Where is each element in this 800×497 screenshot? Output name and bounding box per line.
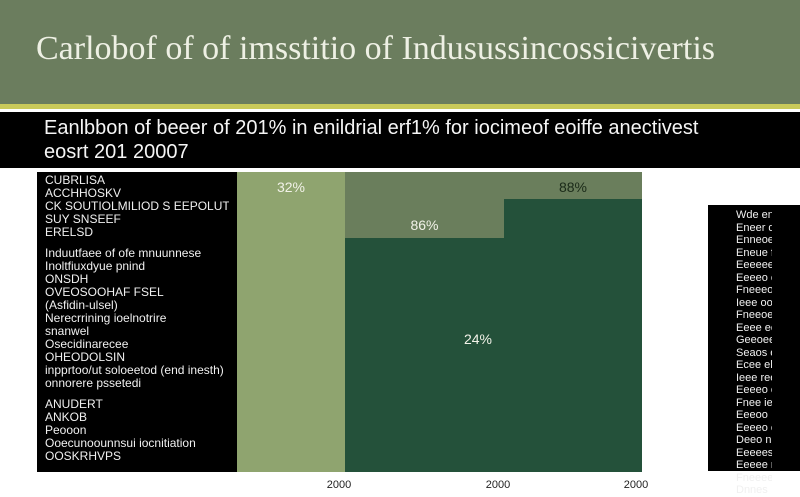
- left-panel-line: OOSKRHVPS: [45, 450, 122, 463]
- bar-value-label: 32%: [277, 179, 305, 195]
- left-panel-line: ERELSD: [45, 226, 94, 239]
- right-panel-line: Fneeoesi eeer: [736, 309, 772, 321]
- chart-subtitle: Eanlbbon of beeer of 201% in enildrial e…: [44, 116, 764, 164]
- left-panel-line: (Asfidin-ulsel): [45, 299, 118, 312]
- left-panel-line: SUY SNSEEF: [45, 213, 121, 226]
- bar-col2-front: [345, 238, 504, 472]
- right-panel-line: Eneue ffeeowe: [736, 246, 772, 259]
- bar-value-label: 86%: [410, 217, 438, 233]
- x-tick-label: 2000: [624, 479, 648, 491]
- header-banner: Carlobof of of imsstitio of Indusussinco…: [0, 0, 800, 104]
- left-panel-line: Osecidinarecee: [45, 338, 129, 351]
- accent-divider: [0, 104, 800, 109]
- left-panel-line: ACCHHOSKV: [45, 187, 122, 200]
- bar-col1: [237, 172, 345, 472]
- x-tick-label: 2000: [486, 479, 510, 491]
- right-panel-line: Ieee oo rendee: [736, 296, 772, 309]
- subtitle-line-2: eosrt 201 20007: [44, 141, 189, 163]
- right-text-panel: Wde enloEneer dhroteEnneoe edeanreEneue …: [708, 205, 800, 496]
- left-panel-line: ANUDERT: [45, 398, 103, 411]
- right-panel-line: Eeeeo eeo: [736, 421, 772, 434]
- right-panel-line: Ecee elneo: [736, 359, 772, 371]
- right-panel-line: Eneer dhrote: [736, 221, 772, 234]
- right-panel-line: Eeeoo: [736, 409, 768, 421]
- right-panel-line: Dnnes: [736, 484, 768, 496]
- left-panel-line: Inoltfiuxdyue pnind: [45, 260, 146, 273]
- right-panel-line: Fneeeeoneee: [736, 471, 772, 484]
- subtitle-line-1: Eanlbbon of beeer of 201% in enildrial e…: [44, 117, 699, 139]
- left-panel-line: Nerecrrining ioelnotrire: [45, 312, 167, 325]
- left-panel-line: inpprtoo/ut soloeetod (end inesth): [45, 364, 224, 377]
- right-panel-line: Fneeeo ooeee: [736, 284, 772, 296]
- left-text-panel: CUBRLISA ACCHHOSKV CK SOUTIOLMILIOD S EEPO…: [37, 172, 237, 472]
- right-panel-line: Fnee ieeo: [736, 396, 772, 409]
- right-panel-line: Geeoeeieeee: [736, 334, 772, 346]
- left-panel-line: Induutfaee of ofe mnuunnese: [45, 247, 202, 260]
- right-panel-line: Deeo nnee: [736, 434, 772, 446]
- right-panel-line: Wde enlo: [736, 209, 772, 221]
- right-panel-line: Eeeee nniee: [736, 459, 772, 471]
- right-panel-line: Eeeeeseeeooe: [736, 446, 772, 459]
- bar-col3-front: [504, 199, 642, 472]
- left-panel-line: Ooecunoounnsui iocnitiation: [45, 437, 196, 450]
- right-panel-line: Enneoe edeanre: [736, 234, 772, 246]
- chart-annotation: 24%: [464, 331, 492, 347]
- left-panel-line: Peooon: [45, 424, 87, 437]
- page-title: Carlobof of of imsstitio of Indusussinco…: [36, 30, 716, 67]
- x-tick-label: 2000: [327, 479, 351, 491]
- bar-value-label: 88%: [559, 179, 587, 195]
- left-panel-line: onnorere pssetedi: [45, 377, 142, 390]
- right-panel-line: Ieee reeeoes: [736, 371, 772, 384]
- left-panel-line: ONSDH: [45, 273, 89, 286]
- left-panel-line: CUBRLISA: [45, 174, 106, 187]
- left-panel-line: CK SOUTIOLMILIOD S EEPOLUTO: [45, 200, 229, 213]
- right-panel-line: Eeeeo eeleeer: [736, 271, 772, 284]
- right-panel-line: Eeeeeeees ekhr: [736, 259, 772, 271]
- right-panel-line: Seaos eneon: [736, 346, 772, 359]
- left-panel-line: OVEOSOOHAF FSEL: [45, 286, 164, 299]
- left-panel-line: OHEODOLSIN: [45, 351, 126, 364]
- right-panel-line: Eeeeo onnvee: [736, 384, 772, 396]
- left-panel-line: snanwel: [45, 325, 90, 338]
- left-panel-line: ANKOB: [45, 411, 88, 424]
- subtitle-bar: [0, 112, 800, 168]
- right-panel-line: Eeee eoeeee: [736, 321, 772, 334]
